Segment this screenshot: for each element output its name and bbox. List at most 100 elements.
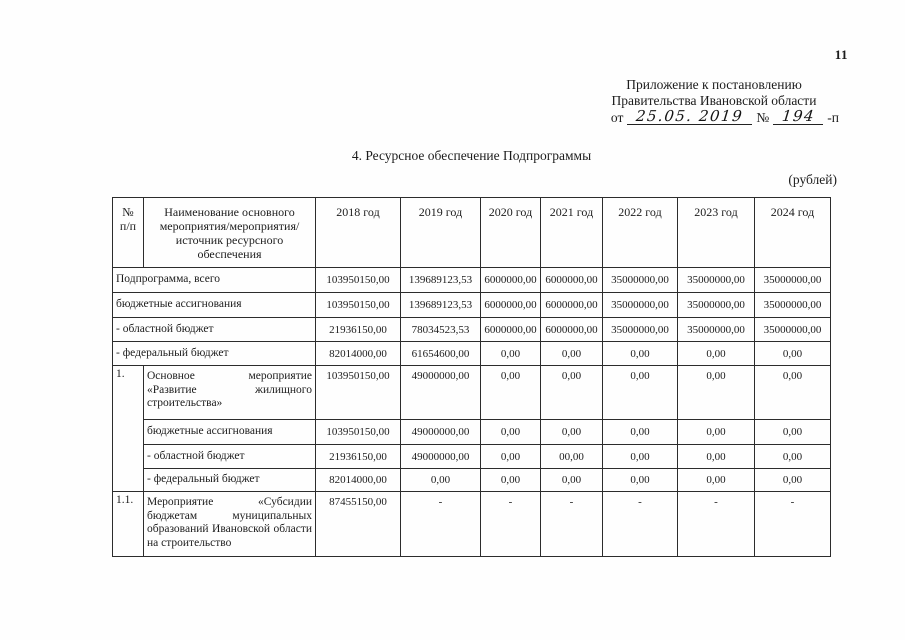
cell-2020: 6000000,00 xyxy=(480,292,541,318)
handwritten-date: 25.05. 2019 xyxy=(635,107,745,125)
cell-2020: - xyxy=(480,491,541,557)
cell-2018: 87455150,00 xyxy=(315,491,401,557)
page-number: 11 xyxy=(834,47,848,62)
row-label: Подпрограмма, всего xyxy=(112,267,316,293)
cell-2023: - xyxy=(677,491,755,557)
cell-2018: 103950150,00 xyxy=(315,292,401,318)
cell-2023: 0,00 xyxy=(677,341,755,366)
cell-2021: 0,00 xyxy=(540,468,603,492)
cell-2023: 35000000,00 xyxy=(677,267,755,293)
row-number: 1. xyxy=(112,365,144,492)
cell-2019: 49000000,00 xyxy=(400,365,481,420)
col-header-2018: 2018 год xyxy=(315,197,401,268)
table-row: бюджетные ассигнования 103950150,00 4900… xyxy=(113,419,831,445)
cell-2023: 0,00 xyxy=(677,444,755,469)
cell-2020: 6000000,00 xyxy=(480,317,541,342)
row-label: - областной бюджет xyxy=(143,444,316,469)
cell-2018: 21936150,00 xyxy=(315,317,401,342)
cell-2022: 0,00 xyxy=(602,444,678,469)
date-prefix: от xyxy=(610,109,624,125)
cell-2019: 0,00 xyxy=(400,468,481,492)
cell-2023: 0,00 xyxy=(677,365,755,420)
table-row: Подпрограмма, всего 103950150,00 1396891… xyxy=(112,267,831,293)
annex-line-2: Правительства Ивановской области xyxy=(611,92,817,108)
number-sign: № xyxy=(756,109,770,125)
cell-2024: 35000000,00 xyxy=(754,292,831,318)
cell-2021: 6000000,00 xyxy=(540,292,603,318)
cell-2021: 0,00 xyxy=(540,341,603,366)
cell-2024: - xyxy=(754,491,831,557)
cell-2023: 35000000,00 xyxy=(677,317,755,342)
date-blank: 25.05. 2019 xyxy=(627,107,753,125)
cell-2019: - xyxy=(400,491,481,557)
cell-2018: 103950150,00 xyxy=(315,267,401,293)
row-label: - областной бюджет xyxy=(112,317,316,342)
table-row: - областной бюджет 21936150,00 49000000,… xyxy=(113,444,831,469)
resource-table: № п/п Наименование основного мероприятия… xyxy=(112,197,831,557)
number-blank: 194 xyxy=(773,107,824,125)
cell-2020: 0,00 xyxy=(480,444,541,469)
cell-2022: 35000000,00 xyxy=(602,292,678,318)
cell-2024: 0,00 xyxy=(754,341,831,366)
table-row: - федеральный бюджет 82014000,00 0,00 0,… xyxy=(113,468,831,492)
table-row: 1.1. Мероприятие «Субсидии бюджетам муни… xyxy=(112,491,831,557)
cell-2022: 35000000,00 xyxy=(602,317,678,342)
cell-2018: 82014000,00 xyxy=(315,341,401,366)
cell-2024: 0,00 xyxy=(754,419,831,445)
cell-2022: 0,00 xyxy=(602,341,678,366)
table-row: 1. Основное мероприятие «Развитие жилищн… xyxy=(112,365,831,492)
col-header-2021: 2021 год xyxy=(540,197,603,268)
cell-2023: 0,00 xyxy=(677,468,755,492)
row-label: Мероприятие «Субсидии бюджетам муниципал… xyxy=(143,491,316,557)
cell-2022: - xyxy=(602,491,678,557)
col-header-2019: 2019 год xyxy=(400,197,481,268)
row-label: бюджетные ассигнования xyxy=(143,419,316,445)
cell-2021: - xyxy=(540,491,603,557)
row-label: бюджетные ассигнования xyxy=(112,292,316,318)
cell-2022: 35000000,00 xyxy=(602,267,678,293)
cell-2018: 21936150,00 xyxy=(315,444,401,469)
cell-2018: 103950150,00 xyxy=(315,365,401,420)
col-header-2024: 2024 год xyxy=(754,197,831,268)
table-row: бюджетные ассигнования 103950150,00 1396… xyxy=(112,292,831,318)
cell-2021: 00,00 xyxy=(540,444,603,469)
cell-2019: 49000000,00 xyxy=(400,444,481,469)
handwritten-number: 194 xyxy=(780,107,816,125)
cell-2020: 0,00 xyxy=(480,365,541,420)
col-header-2022: 2022 год xyxy=(602,197,678,268)
cell-2021: 6000000,00 xyxy=(540,317,603,342)
cell-2021: 0,00 xyxy=(540,419,603,445)
row-label: - федеральный бюджет xyxy=(143,468,316,492)
row-number: 1.1. xyxy=(112,491,144,557)
cell-2023: 35000000,00 xyxy=(677,292,755,318)
cell-2018: 82014000,00 xyxy=(315,468,401,492)
cell-2024: 35000000,00 xyxy=(754,267,831,293)
cell-2024: 0,00 xyxy=(754,468,831,492)
col-header-2023: 2023 год xyxy=(677,197,755,268)
cell-2019: 78034523,53 xyxy=(400,317,481,342)
cell-2019: 139689123,53 xyxy=(400,292,481,318)
cell-2020: 0,00 xyxy=(480,468,541,492)
row-label: - федеральный бюджет xyxy=(112,341,316,366)
col-header-num: № п/п xyxy=(112,197,144,268)
cell-2019: 139689123,53 xyxy=(400,267,481,293)
cell-2020: 0,00 xyxy=(480,419,541,445)
section-title: 4. Ресурсное обеспечение Подпрограммы xyxy=(351,148,592,163)
cell-2022: 0,00 xyxy=(602,365,678,420)
col-header-name: Наименование основного мероприятия/мероп… xyxy=(143,197,316,268)
table-row: - областной бюджет 21936150,00 78034523,… xyxy=(112,317,831,342)
cell-2021: 0,00 xyxy=(540,365,603,420)
cell-2024: 0,00 xyxy=(754,365,831,420)
row-label: Основное мероприятие «Развитие жилищного… xyxy=(143,365,316,420)
cell-2020: 6000000,00 xyxy=(480,267,541,293)
cell-2024: 0,00 xyxy=(754,444,831,469)
annex-line-1: Приложение к постановлению xyxy=(626,77,802,92)
cell-2018: 103950150,00 xyxy=(315,419,401,445)
cell-2019: 61654600,00 xyxy=(400,341,481,366)
annex-block: Приложение к постановлению Правительства… xyxy=(589,77,839,125)
cell-2022: 0,00 xyxy=(602,419,678,445)
cell-2021: 6000000,00 xyxy=(540,267,603,293)
cell-2023: 0,00 xyxy=(677,419,755,445)
col-header-2020: 2020 год xyxy=(480,197,541,268)
